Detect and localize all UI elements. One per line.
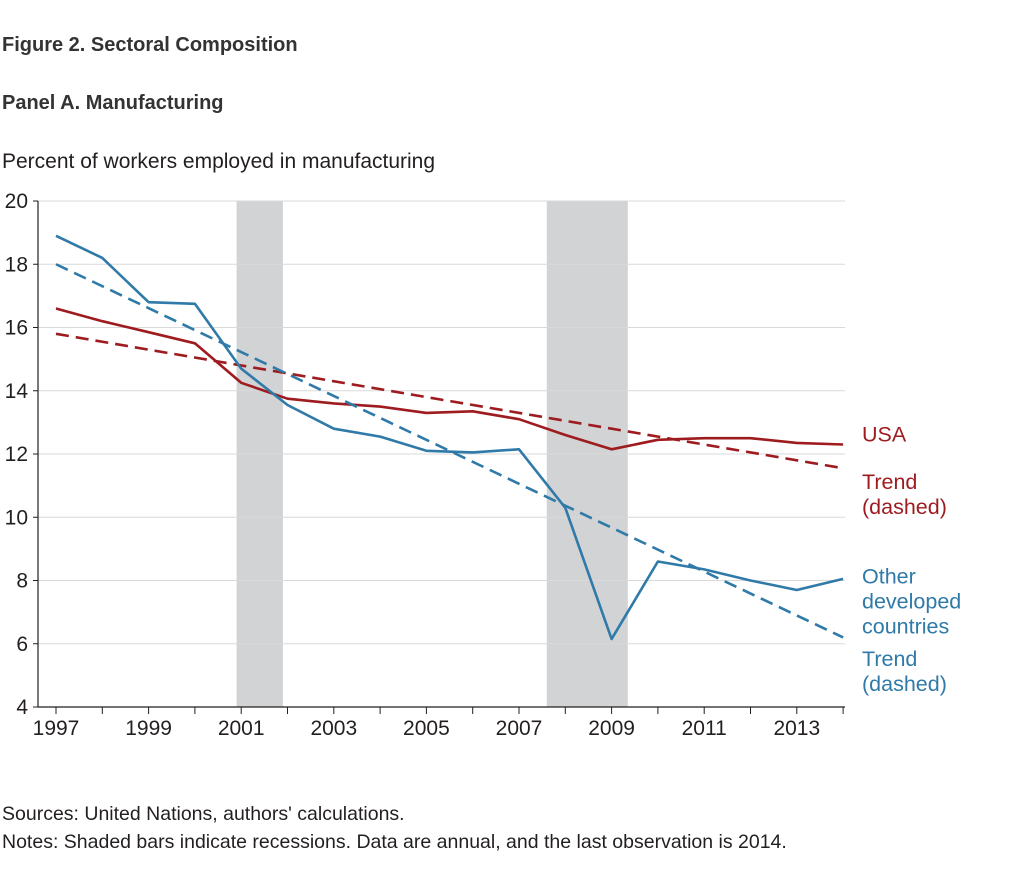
y-tick-label: 4 [16, 696, 28, 719]
series-line-usa [55, 307, 844, 451]
x-tick-label: 1999 [125, 717, 172, 740]
x-tick-label: 1997 [33, 717, 80, 740]
gridlines [38, 200, 845, 645]
series-label-line: Trend [862, 647, 917, 671]
figure-title: Figure 2. Sectoral Composition [2, 34, 298, 56]
y-tick-label: 6 [16, 633, 28, 656]
series-label-line: USA [862, 422, 907, 446]
x-tick-label: 2009 [588, 717, 635, 740]
series-label-usa-trend: Trend (dashed) [862, 470, 947, 519]
series-label-line: (dashed) [862, 495, 947, 519]
sources-note: Sources: United Nations, authors' calcul… [2, 803, 405, 825]
x-tick-label: 2007 [496, 717, 543, 740]
series-line-usa-trend [55, 332, 844, 470]
x-tick-label: 2005 [403, 717, 450, 740]
y-tick-label: 8 [16, 570, 28, 593]
y-tick-label: 18 [5, 253, 28, 276]
x-tick-label: 2013 [773, 717, 820, 740]
series-label-line: (dashed) [862, 672, 947, 696]
x-tick-label: 2011 [682, 717, 727, 740]
x-tick-label: 2001 [218, 717, 265, 740]
y-axis-unit-label: Percent of workers employed in manufactu… [2, 150, 436, 173]
series-line-other [55, 234, 844, 641]
y-tick-label: 12 [5, 443, 28, 466]
series-label-line: Other [862, 565, 916, 589]
series-label-line: countries [862, 615, 949, 639]
series-label-line: developed [862, 590, 961, 614]
axes: 4 6 8 10 12 14 16 18 20 1997 1999 2001 2003 2005 2007 2… [5, 190, 845, 740]
x-tick-label: 2003 [310, 717, 357, 740]
y-tick-label: 14 [5, 380, 29, 403]
series-label-line: Trend [862, 470, 917, 494]
notes-text: Notes: Shaded bars indicate recessions. … [2, 831, 787, 853]
panel-title: Panel A. Manufacturing [2, 92, 224, 114]
series-label-other-trend: Trend (dashed) [862, 647, 947, 696]
series-label-usa: USA [862, 422, 907, 446]
series-label-other: Other developed countries [862, 565, 961, 639]
y-tick-label: 20 [5, 190, 28, 213]
series-line-other-trend [55, 263, 844, 639]
y-tick-label: 16 [5, 317, 28, 340]
y-tick-label: 10 [5, 506, 28, 529]
series-lines [55, 234, 844, 641]
